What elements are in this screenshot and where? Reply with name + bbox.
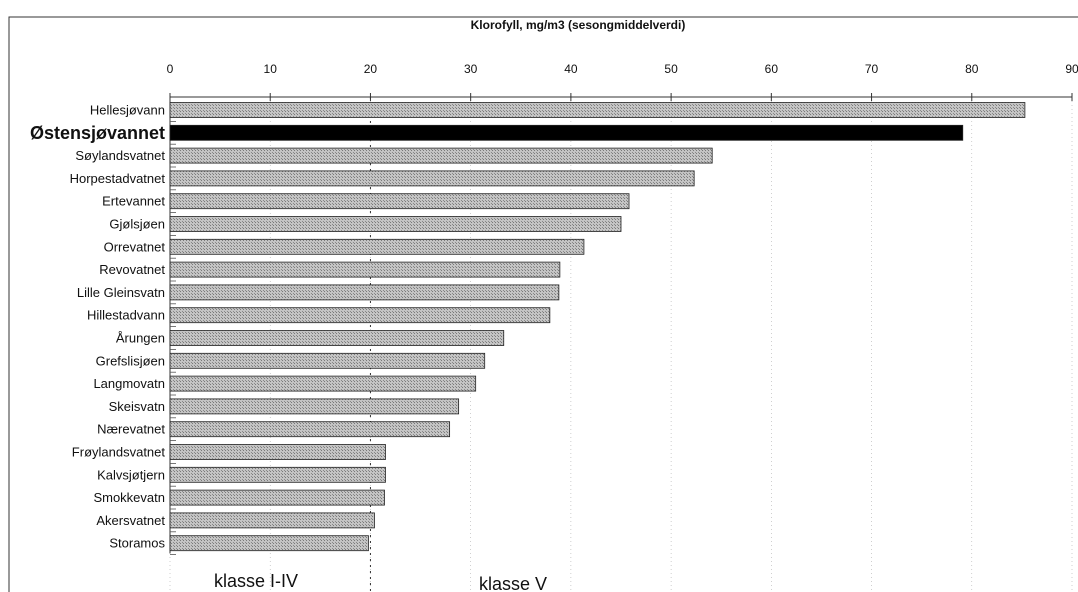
bar [169, 421, 451, 438]
bar [169, 375, 477, 392]
x-tick-label: 70 [865, 62, 879, 76]
category-label: Storamos [109, 536, 165, 551]
bar [169, 284, 560, 301]
bar [169, 535, 369, 552]
category-label: Revovatnet [99, 262, 165, 277]
x-tick-label: 90 [1065, 62, 1078, 76]
x-tick-label: 10 [264, 62, 278, 76]
category-label: Årungen [116, 331, 165, 346]
category-label: Ertevannet [102, 194, 165, 209]
category-label: Kalvsjøtjern [97, 467, 165, 482]
bar [169, 147, 713, 164]
category-label: Horpestadvatnet [70, 171, 166, 186]
category-label: Langmovatn [93, 376, 165, 391]
bar [169, 489, 385, 506]
annotation-klasse-v: klasse V [479, 574, 547, 592]
x-tick-label: 30 [464, 62, 478, 76]
bar [169, 352, 486, 369]
category-label: Søylandsvatnet [75, 148, 165, 163]
category-label: Hillestadvann [87, 308, 165, 323]
category-label: Hellesjøvann [90, 103, 165, 118]
category-label: Lille Gleinsvatn [77, 285, 165, 300]
category-label: Akersvatnet [96, 513, 165, 528]
category-label: Skeisvatn [109, 399, 165, 414]
chart-frame [8, 16, 1078, 592]
bar [169, 170, 695, 187]
x-tick-label: 80 [965, 62, 979, 76]
category-label: Gjølsjøen [109, 217, 165, 232]
bar-highlight [169, 124, 964, 141]
bar [169, 102, 1026, 118]
bar [169, 398, 460, 415]
bar [169, 330, 505, 346]
bar [169, 238, 585, 255]
x-tick-label: 0 [167, 62, 174, 76]
category-label: Nærevatnet [97, 422, 165, 437]
bar [169, 193, 630, 210]
category-label: Østensjøvannet [30, 123, 165, 143]
bar [169, 307, 551, 324]
annotation-klasse-i-iv: klasse I-IV [214, 571, 298, 591]
chart-title: Klorofyll, mg/m3 (sesongmiddelverdi) [471, 18, 686, 32]
bar [169, 216, 622, 232]
category-label: Smokkevatn [93, 490, 165, 505]
x-tick-label: 50 [664, 62, 678, 76]
bars-group [169, 102, 1026, 552]
x-tick-label: 40 [564, 62, 578, 76]
category-label: Frøylandsvatnet [72, 445, 166, 460]
x-tick-label: 60 [765, 62, 779, 76]
x-tick-label: 20 [364, 62, 378, 76]
bar [169, 444, 386, 460]
bar [169, 261, 561, 278]
bar [169, 466, 386, 483]
category-label: Grefslisjøen [96, 353, 165, 368]
category-labels: Hellesjøvann Østensjøvannet Søylandsvatnet… [30, 103, 166, 551]
bar [169, 512, 375, 529]
category-label: Orrevatnet [104, 239, 166, 254]
